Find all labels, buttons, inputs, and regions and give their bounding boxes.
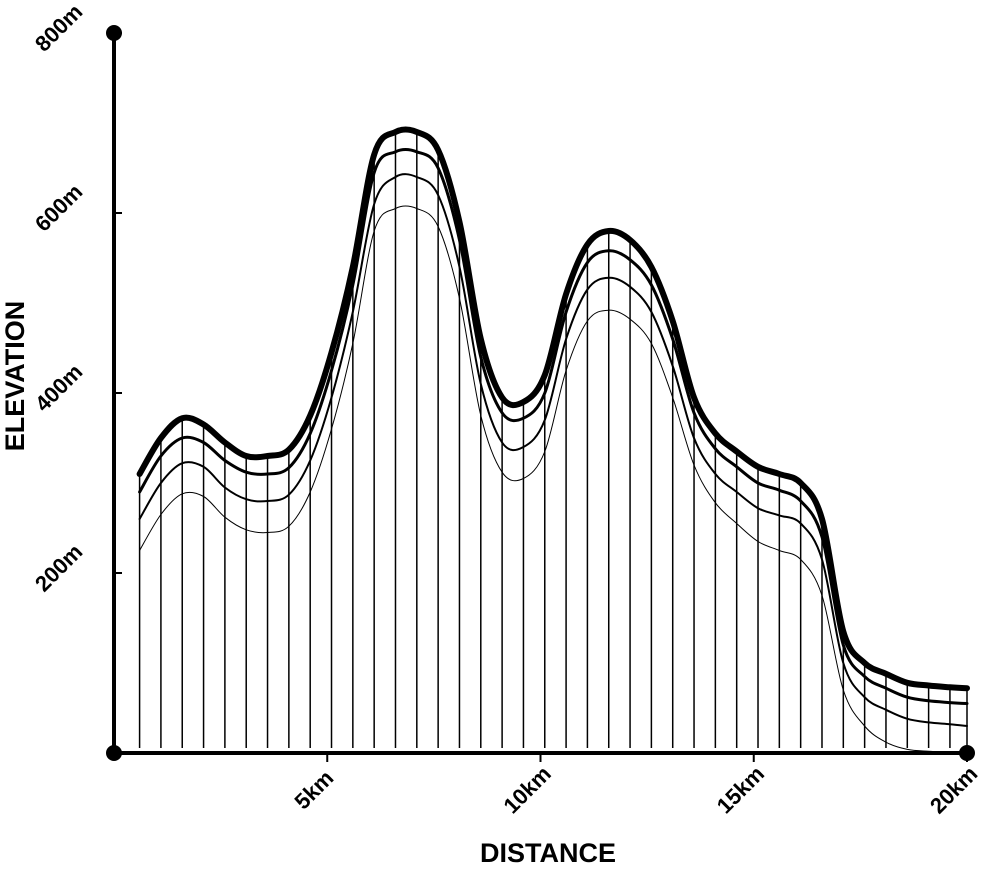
y-axis-title: ELEVATION <box>0 301 30 452</box>
elevation-series-4-line <box>139 205 968 754</box>
tick-labels: 200m 400m 600m 800m 5km 10km 15km 20km <box>30 0 982 818</box>
x-tick-label: 10km <box>498 761 555 818</box>
hatching-layer <box>138 132 968 748</box>
origin-dot <box>106 745 122 761</box>
x-tick-label: 15km <box>712 761 769 818</box>
elevation-series-3-line <box>138 173 968 727</box>
elevation-series-1-line <box>136 126 970 692</box>
x-tick-label: 5km <box>290 765 339 814</box>
series-lines <box>136 126 970 754</box>
y-tick-label: 800m <box>30 0 87 56</box>
y-tick-label: 600m <box>30 179 87 236</box>
y-tick-label: 400m <box>30 359 87 416</box>
y-tick-label: 200m <box>30 539 87 596</box>
x-tick-label: 20km <box>925 761 982 818</box>
x-axis-title: DISTANCE <box>480 838 616 868</box>
